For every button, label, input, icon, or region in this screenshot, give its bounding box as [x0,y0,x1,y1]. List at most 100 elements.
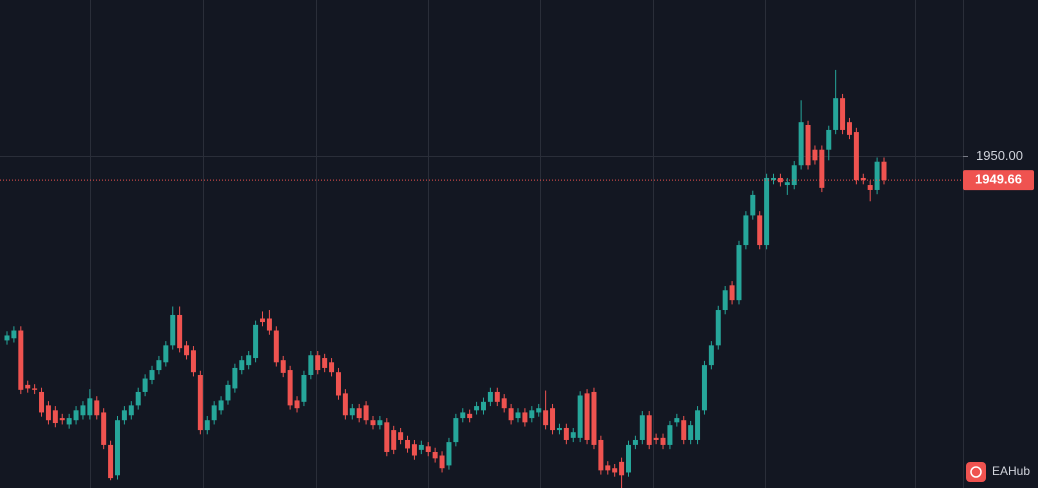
candle-body [695,410,701,440]
candle-body [59,418,65,421]
candle-body [522,412,528,423]
candle-body [391,430,397,450]
candle-body [460,412,466,419]
candle-body [791,165,797,186]
candle-body [170,314,176,346]
candle-body [232,367,238,389]
candle-body [280,360,286,373]
candle-body [94,400,100,416]
candle-body [363,405,369,421]
candle-body [619,461,625,476]
candle-body [591,391,597,445]
candle-body [225,384,231,401]
candle-body [743,215,749,246]
candle-body [73,410,79,421]
candle-body [529,410,535,419]
candle-body [142,378,148,392]
candle-body [536,408,542,413]
candle-body [660,437,666,445]
candle-body [4,335,10,341]
candle-body [639,415,645,440]
candle-body [135,391,141,406]
candle-body [398,432,404,440]
candle-body [101,412,107,445]
watermark-text: EAHub [992,464,1030,478]
candle-body [688,425,694,440]
candle-body [812,149,818,161]
candle-body [708,345,714,366]
candle-body [632,439,638,445]
candle-body [612,468,618,473]
candle-body [405,439,411,449]
candle-body [646,415,652,445]
candle-body [432,451,438,459]
candle-body [681,420,687,440]
candle-body [308,355,314,376]
candle-body [598,439,604,471]
candle-body [798,122,804,166]
candle-body [487,391,493,402]
candle-body [108,444,114,479]
candle-body [874,161,880,190]
y-tick-label: 1950.00 [976,148,1023,163]
candle-body [480,401,486,411]
candle-body [315,355,321,371]
candle-body [80,405,86,416]
candle-body [52,410,58,424]
candle-body [335,372,341,396]
candle-body [287,370,293,406]
last-price-box [963,170,1034,191]
candle-body [114,420,120,476]
candle-body [467,413,473,419]
candle-body [446,442,452,466]
candle-body [18,330,24,390]
candle-body [411,444,417,456]
candle-body [218,400,224,411]
candle-body [826,129,832,150]
candle-body [25,384,31,389]
candle-body [204,420,210,431]
candle-body [190,350,196,373]
candle-body [764,177,770,246]
candle-body [653,437,659,440]
candle-body [840,98,846,130]
candle-body [605,465,611,471]
candle-body [87,398,93,416]
candle-body [805,125,811,166]
candle-body [266,318,272,331]
candle-body [701,365,707,411]
candle-body [674,418,680,423]
candle-body [349,408,355,416]
candle-body [329,362,335,373]
candle-body [867,185,873,190]
candle-body [425,446,431,452]
candle-body [750,194,756,216]
vertical-grid [90,0,916,488]
candle-body [418,444,424,450]
candle-body [294,400,300,409]
candle-body [11,330,17,339]
candle-body [577,395,583,438]
candle-body [128,405,134,416]
candle-body [515,412,521,419]
candle-body [246,355,252,366]
candle-body [667,425,673,445]
candle-body [377,420,383,426]
candle-body [757,215,763,246]
candle-body [184,345,190,356]
candle-body [384,422,390,452]
watermark-icon-glyph [970,466,982,478]
candle-body [39,391,45,413]
candle-body [439,455,445,469]
candle-body [860,177,866,181]
candle-body [556,427,562,431]
candle-body [260,318,266,323]
candle-body [881,161,887,181]
candle-body [722,290,728,311]
candle-body [273,330,279,363]
last-price-label: 1949.66 [975,172,1022,187]
candle-body [149,370,155,380]
candle-body [784,182,790,186]
